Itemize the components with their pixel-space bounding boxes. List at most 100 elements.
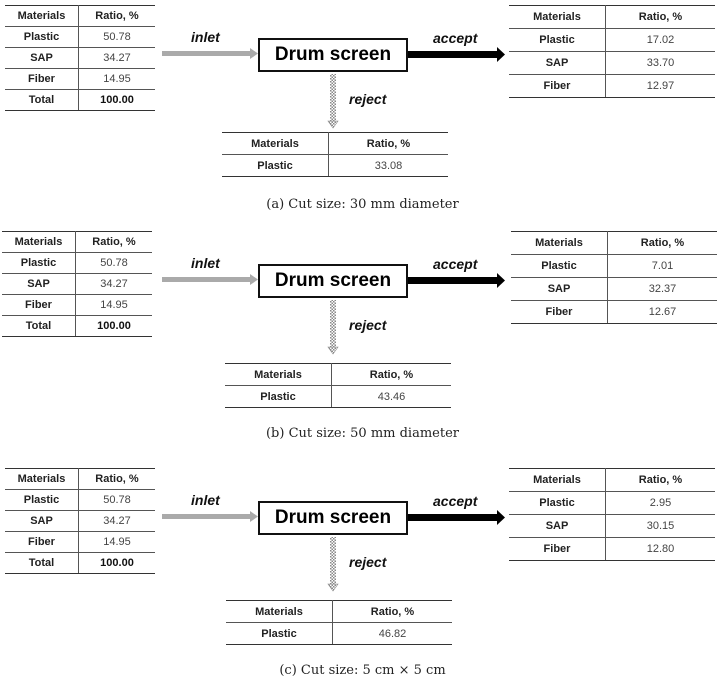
ratio-cell: 12.80 — [605, 537, 715, 561]
reject-arrow — [327, 74, 339, 129]
ratio-cell: 17.02 — [605, 28, 715, 52]
ratio-cell: 12.97 — [605, 74, 715, 98]
panel-b: Materials Ratio, % Plastic 50.78 SAP 34.27 Fib… — [0, 226, 725, 451]
column-header: Ratio, % — [605, 468, 715, 492]
table-row: Fiber 14.95 — [5, 68, 155, 90]
material-cell: Fiber — [509, 537, 606, 561]
caption: (b) Cut size: 50 mm diameter — [265, 426, 459, 441]
table-row: Fiber 14.95 — [2, 294, 152, 316]
table-row: SAP 32.37 — [511, 277, 717, 301]
ratio-cell: 46.82 — [332, 622, 452, 645]
ratio-cell: 100.00 — [78, 552, 155, 574]
material-cell: SAP — [2, 273, 76, 295]
table-header: Materials Ratio, % — [222, 132, 448, 155]
inlet-table: Materials Ratio, % Plastic 50.78 SAP 34.27 Fib… — [2, 231, 152, 337]
flow-arrows — [162, 273, 505, 355]
material-cell: Plastic — [509, 491, 606, 515]
ratio-cell: 100.00 — [75, 315, 152, 337]
reject-table: Materials Ratio, % Plastic 46.82 — [226, 600, 452, 645]
accept-label: accept — [433, 30, 478, 46]
column-header: Ratio, % — [78, 5, 155, 27]
ratio-cell: 50.78 — [78, 26, 155, 48]
column-header: Ratio, % — [607, 231, 717, 255]
table-row: SAP 33.70 — [509, 51, 715, 75]
ratio-cell: 100.00 — [78, 89, 155, 111]
column-header: Ratio, % — [78, 468, 155, 490]
table-row: Fiber 14.95 — [5, 531, 155, 553]
table-row: SAP 34.27 — [5, 510, 155, 532]
table-row: Fiber 12.97 — [509, 74, 715, 98]
reject-table: Materials Ratio, % Plastic 43.46 — [225, 363, 451, 408]
column-header: Materials — [509, 5, 606, 29]
reject-label: reject — [349, 554, 387, 570]
caption: (a) Cut size: 30 mm diameter — [266, 197, 459, 212]
table-row: Total 100.00 — [2, 315, 152, 337]
ratio-cell: 12.67 — [607, 300, 717, 324]
column-header: Materials — [5, 468, 79, 490]
material-cell: Plastic — [5, 489, 79, 511]
table-row: Plastic 46.82 — [226, 622, 452, 645]
material-cell: Total — [5, 89, 79, 111]
material-cell: Plastic — [511, 254, 608, 278]
column-header: Materials — [5, 5, 79, 27]
column-header: Materials — [225, 363, 332, 386]
inlet-arrow — [162, 48, 258, 59]
column-header: Materials — [509, 468, 606, 492]
material-cell: Fiber — [5, 68, 79, 90]
material-cell: Fiber — [509, 74, 606, 98]
panel-c: Materials Ratio, % Plastic 50.78 SAP 34.27 Fib… — [0, 463, 725, 688]
column-header: Ratio, % — [605, 5, 715, 29]
table-row: Plastic 50.78 — [2, 252, 152, 274]
material-cell: SAP — [511, 277, 608, 301]
ratio-cell: 50.78 — [75, 252, 152, 274]
ratio-cell: 30.15 — [605, 514, 715, 538]
inlet-label: inlet — [191, 492, 220, 508]
table-row: Plastic 2.95 — [509, 491, 715, 515]
ratio-cell: 43.46 — [331, 385, 451, 408]
table-header: Materials Ratio, % — [226, 600, 452, 623]
material-cell: Plastic — [225, 385, 332, 408]
reject-table: Materials Ratio, % Plastic 33.08 — [222, 132, 448, 177]
column-header: Materials — [226, 600, 333, 623]
ratio-cell: 32.37 — [607, 277, 717, 301]
table-row: Plastic 50.78 — [5, 26, 155, 48]
material-cell: Plastic — [222, 154, 329, 177]
material-cell: Fiber — [511, 300, 608, 324]
material-cell: Plastic — [5, 26, 79, 48]
ratio-cell: 7.01 — [607, 254, 717, 278]
material-cell: Fiber — [2, 294, 76, 316]
table-row: Plastic 7.01 — [511, 254, 717, 278]
table-header: Materials Ratio, % — [5, 468, 155, 490]
ratio-cell: 34.27 — [78, 47, 155, 69]
ratio-cell: 34.27 — [78, 510, 155, 532]
material-cell: Plastic — [226, 622, 333, 645]
material-cell: SAP — [5, 510, 79, 532]
material-cell: Plastic — [2, 252, 76, 274]
material-cell: Fiber — [5, 531, 79, 553]
material-cell: SAP — [509, 51, 606, 75]
column-header: Materials — [2, 231, 76, 253]
accept-label: accept — [433, 493, 478, 509]
column-header: Materials — [511, 231, 608, 255]
reject-arrow — [327, 537, 339, 592]
table-header: Materials Ratio, % — [509, 5, 715, 29]
material-cell: Plastic — [509, 28, 606, 52]
table-row: Total 100.00 — [5, 89, 155, 111]
table-row: Plastic 43.46 — [225, 385, 451, 408]
drum-screen-box: Drum screen — [258, 38, 408, 72]
table-row: Plastic 33.08 — [222, 154, 448, 177]
table-row: SAP 30.15 — [509, 514, 715, 538]
accept-label: accept — [433, 256, 478, 272]
caption: (c) Cut size: 5 cm × 5 cm — [279, 663, 446, 678]
ratio-cell: 33.08 — [328, 154, 448, 177]
accept-table: Materials Ratio, % Plastic 7.01 SAP 32.37 Fibe… — [511, 231, 717, 324]
inlet-arrow — [162, 511, 258, 522]
accept-table: Materials Ratio, % Plastic 17.02 SAP 33.70 Fib… — [509, 5, 715, 98]
accept-arrow — [406, 510, 505, 525]
inlet-label: inlet — [191, 29, 220, 45]
table-row: Total 100.00 — [5, 552, 155, 574]
table-row: SAP 34.27 — [5, 47, 155, 69]
table-row: Plastic 50.78 — [5, 489, 155, 511]
inlet-table: Materials Ratio, % Plastic 50.78 SAP 34.27 Fib… — [5, 5, 155, 111]
column-header: Ratio, % — [75, 231, 152, 253]
